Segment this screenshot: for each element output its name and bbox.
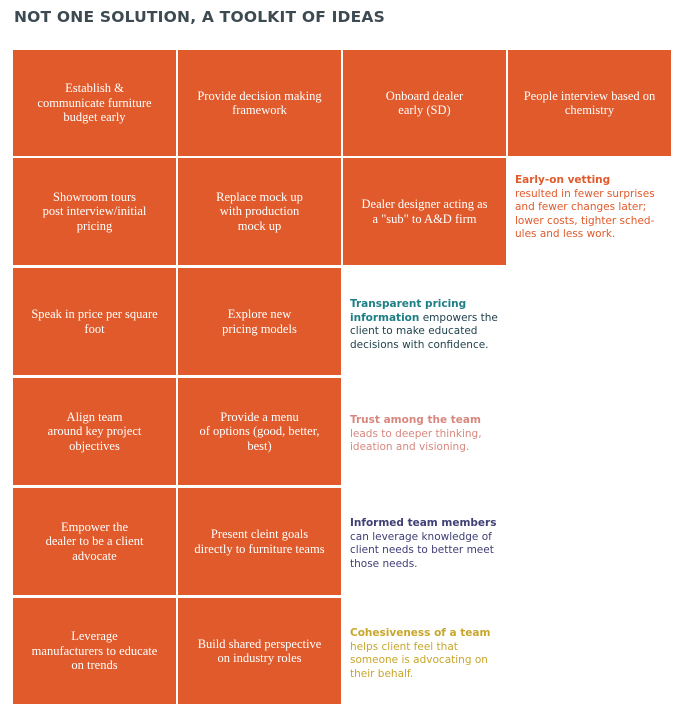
note-heading: Trust among the team [350, 414, 481, 426]
note-body: helps client feel that someone is advoca… [350, 640, 488, 680]
idea-tile: People interview based on chemistry [508, 50, 671, 156]
page-title: NOT ONE SOLUTION, A TOOLKIT OF IDEAS [14, 8, 385, 26]
idea-tile: Leverage manufacturers to educate on tre… [13, 598, 176, 704]
idea-tile: Speak in price per square foot [13, 268, 176, 375]
idea-tile: Showroom tours post interview/initial pr… [13, 158, 176, 265]
idea-tile: Provide a menu of options (good, better,… [178, 378, 341, 485]
note-transparent-pricing: Transparent pricing information empowers… [350, 298, 520, 352]
idea-tile: Onboard dealer early (SD) [343, 50, 506, 156]
note-informed: Informed team members can leverage knowl… [350, 517, 520, 571]
idea-tile: Align team around key project objectives [13, 378, 176, 485]
note-heading: Informed team members [350, 517, 497, 529]
note-early-vetting: Early-on vetting resulted in fewer surpr… [515, 174, 685, 242]
idea-tile: Explore new pricing models [178, 268, 341, 375]
idea-tile: Replace mock up with production mock up [178, 158, 341, 265]
note-cohesiveness: Cohesiveness of a team helps client feel… [350, 627, 520, 681]
idea-tile: Build shared perspective on industry rol… [178, 598, 341, 704]
idea-tile: Establish & communicate furniture budget… [13, 50, 176, 156]
idea-tile: Present cleint goals directly to furnitu… [178, 488, 341, 595]
idea-tile: Provide decision making framework [178, 50, 341, 156]
note-trust: Trust among the team leads to deeper thi… [350, 414, 520, 455]
note-heading: Cohesiveness of a team [350, 627, 491, 639]
note-heading: Transparent pricing information [350, 298, 467, 324]
note-body: empowers the client to make educated dec… [350, 311, 498, 351]
note-body: can leverage knowledge of client needs t… [350, 530, 494, 570]
idea-tile: Dealer designer acting as a "sub" to A&D… [343, 158, 506, 265]
note-body: leads to deeper thinking, ideation and v… [350, 427, 482, 454]
idea-tile: Empower the dealer to be a client advoca… [13, 488, 176, 595]
note-heading: Early-on vetting [515, 174, 611, 186]
note-body: resulted in fewer surprises and fewer ch… [515, 187, 655, 241]
